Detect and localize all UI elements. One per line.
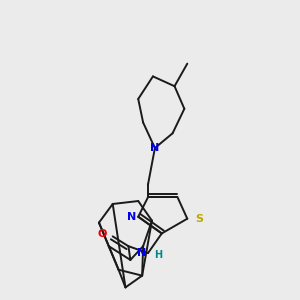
Text: O: O (98, 230, 107, 239)
Text: N: N (127, 212, 136, 222)
Text: N: N (137, 248, 146, 258)
Text: N: N (150, 143, 160, 153)
Text: H: H (154, 250, 162, 260)
Text: S: S (195, 214, 203, 224)
